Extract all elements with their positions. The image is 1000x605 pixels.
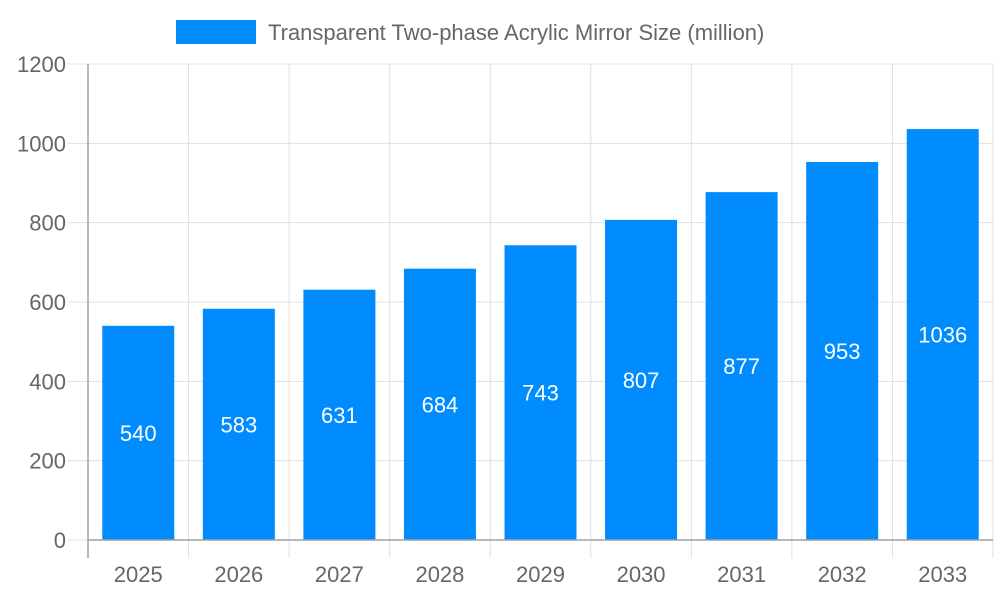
y-tick-label: 400 [29,369,66,394]
y-tick-label: 1200 [17,52,66,77]
y-tick-label: 0 [54,528,66,553]
x-tick-label: 2025 [114,562,163,587]
bar [102,325,175,540]
bar [705,192,778,540]
bar [504,245,577,540]
data-label: 631 [321,403,358,428]
x-tick-label: 2029 [516,562,565,587]
data-label: 583 [220,412,257,437]
legend-label: Transparent Two-phase Acrylic Mirror Siz… [268,20,764,45]
x-tick-label: 2027 [315,562,364,587]
y-tick-label: 200 [29,449,66,474]
data-label: 807 [623,368,660,393]
x-tick-label: 2033 [918,562,967,587]
data-label: 540 [120,421,157,446]
data-label: 877 [723,354,760,379]
y-tick-label: 1000 [17,131,66,156]
data-label: 953 [824,339,861,364]
bar [605,219,678,540]
legend[interactable]: Transparent Two-phase Acrylic Mirror Siz… [176,20,764,45]
x-tick-label: 2032 [818,562,867,587]
bar [906,129,979,540]
legend-swatch [176,20,256,44]
bars: 540 583 631 684 743 807 877 953 1036 [102,129,979,540]
bar [403,268,476,540]
y-tick-label: 600 [29,290,66,315]
data-label: 743 [522,381,559,406]
bar [303,289,376,540]
bar [806,161,879,540]
x-tick-label: 2031 [717,562,766,587]
grid [68,63,994,558]
data-label: 684 [422,392,459,417]
x-tick-label: 2030 [617,562,666,587]
axes: 0 200 400 600 800 1000 1200 2025 2026 2027 2028 202… [17,52,993,587]
bar [202,308,275,540]
y-tick-label: 800 [29,211,66,236]
x-tick-label: 2026 [214,562,263,587]
x-tick-label: 2028 [415,562,464,587]
data-label: 1036 [918,323,967,348]
